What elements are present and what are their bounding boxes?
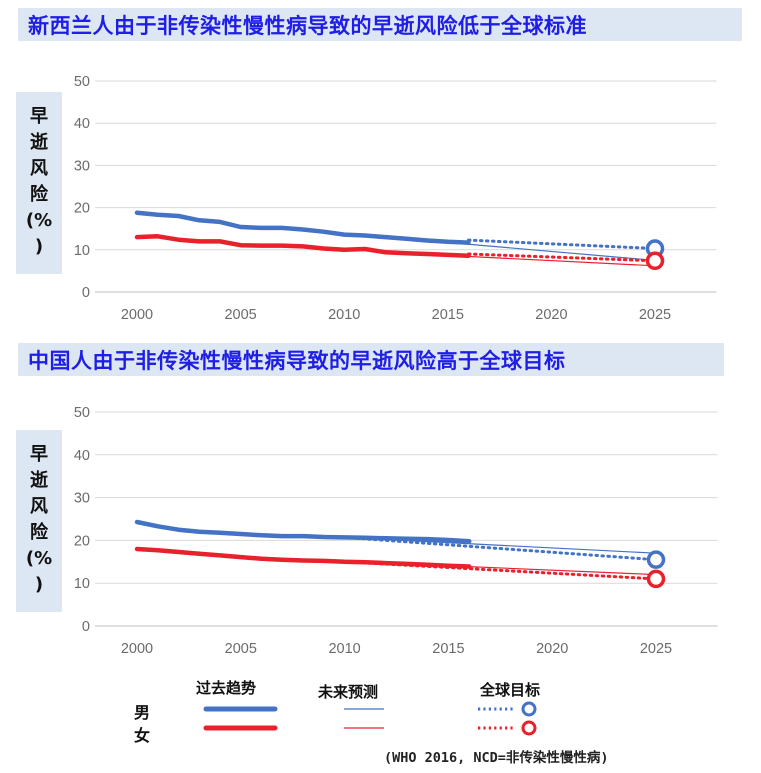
ylabel-char: ) [34,574,44,595]
chart2-title: 中国人由于非传染性慢性病导致的早逝风险高于全球目标 [28,349,566,373]
x-tick-label: 2005 [224,307,256,323]
chart1-ylabel: 早 逝 风 险 (% ) [16,92,62,274]
series-male-target-line [467,238,657,250]
ylabel-char: 逝 [30,470,48,491]
ylabel-char: 险 [30,184,48,205]
series-male-target-line [343,535,658,562]
x-tick-label: 2010 [328,641,360,657]
chart2-plot: 0 10 20 30 40 50 2000 2005 2010 2015 2020 2025 [74,405,718,657]
y-tick-label: 0 [82,619,90,635]
x-tick-label: 2015 [432,641,464,657]
y-tick-label: 50 [74,74,90,90]
legend-swatches [203,701,537,736]
legend-past-label: 过去趋势 [196,679,257,697]
source-note: (WHO 2016, NCD=非传染性慢性病) [384,750,609,766]
ylabel-char: ) [34,236,44,257]
series-male-past-line [134,519,472,544]
y-tick-label: 30 [74,158,90,174]
x-tick-label: 2025 [639,307,671,323]
target-point-male [646,550,666,569]
x-tick-label: 2015 [432,307,464,323]
chart1-title: 新西兰人由于非传染性慢性病导致的早逝风险低于全球标准 [28,14,587,38]
ylabel-char: (% [25,210,53,231]
x-tick-label: 2000 [121,307,153,323]
target-point-female [646,569,666,589]
legend-male-target-marker [521,701,537,717]
chart2-ylabel: 早 逝 风 险 (% ) [16,430,62,612]
y-tick-label: 40 [74,448,90,464]
x-tick-label: 2000 [121,641,153,657]
legend-female-label: 女 [134,726,151,745]
y-tick-label: 10 [74,576,90,592]
legend-projection-label: 未来预测 [318,683,379,701]
ylabel-char: 逝 [30,132,48,153]
ylabel-char: 风 [30,158,48,179]
y-tick-label: 10 [74,243,90,259]
series-female-target-line [343,560,658,581]
y-tick-label: 50 [74,405,90,421]
y-tick-label: 0 [82,285,90,301]
legend-female-target-marker [521,720,537,736]
y-tick-label: 40 [74,116,90,132]
chart1-title-bar: 新西兰人由于非传染性慢性病导致的早逝风险低于全球标准 [18,8,742,41]
x-tick-label: 2010 [328,307,360,323]
x-tick-label: 2020 [535,307,567,323]
legend-male-label: 男 [134,703,151,722]
ylabel-char: (% [25,548,53,569]
chart2-title-bar: 中国人由于非传染性慢性病导致的早逝风险高于全球目标 [18,343,724,376]
y-tick-label: 30 [74,491,90,507]
legend-target-label: 全球目标 [480,681,541,699]
series-female-past-line [134,546,472,569]
ylabel-char: 风 [30,496,48,517]
chart1-plot: 0 10 20 30 40 50 2000 2005 2010 2015 2020 2025 [74,74,717,323]
x-tick-label: 2020 [536,641,568,657]
series-female-target-line [467,252,657,263]
ylabel-char: 险 [30,522,48,543]
y-tick-label: 20 [74,201,90,217]
target-point-female [645,251,665,271]
ylabel-char: 早 [30,106,48,127]
x-tick-label: 2005 [225,641,257,657]
ylabel-char: 早 [30,444,48,465]
series-male-past-line [134,210,471,245]
x-tick-label: 2025 [640,641,672,657]
series-female-past-line [134,234,471,258]
y-tick-label: 20 [74,533,90,549]
